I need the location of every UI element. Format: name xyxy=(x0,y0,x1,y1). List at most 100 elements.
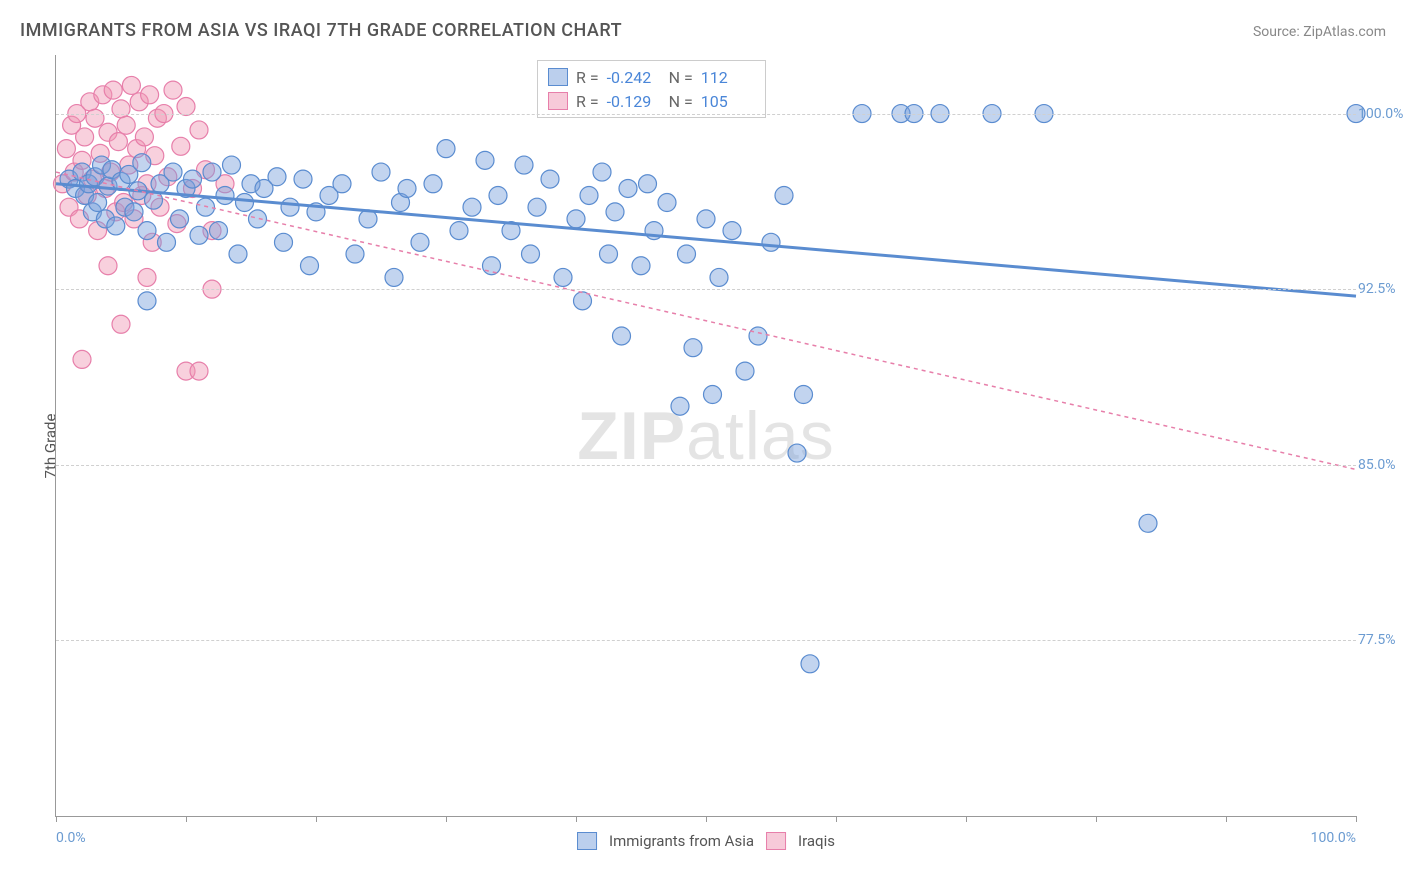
legend-swatch-iraqi-icon xyxy=(766,832,786,850)
scatter-point xyxy=(76,128,94,146)
scatter-point xyxy=(736,362,754,380)
scatter-point xyxy=(275,233,293,251)
scatter-point xyxy=(57,140,75,158)
scatter-point xyxy=(301,257,319,275)
xtick xyxy=(1226,816,1227,822)
source-text: Source: ZipAtlas.com xyxy=(1253,24,1386,40)
scatter-point xyxy=(112,315,130,333)
scatter-point xyxy=(528,198,546,216)
scatter-point xyxy=(138,292,156,310)
scatter-point xyxy=(268,168,286,186)
scatter-point xyxy=(710,268,728,286)
scatter-point xyxy=(122,76,140,94)
scatter-point xyxy=(632,257,650,275)
scatter-point xyxy=(385,268,403,286)
scatter-point xyxy=(749,327,767,345)
scatter-point xyxy=(190,121,208,139)
r-label: R = xyxy=(576,68,599,87)
swatch-iraqi-icon xyxy=(548,92,568,110)
scatter-point xyxy=(281,198,299,216)
scatter-point xyxy=(172,137,190,155)
scatter-point xyxy=(795,386,813,404)
scatter-point xyxy=(515,156,533,174)
scatter-point xyxy=(541,170,559,188)
scatter-point xyxy=(801,655,819,673)
scatter-point xyxy=(437,140,455,158)
gridline-h xyxy=(56,289,1356,290)
legend-row-asia: R = -0.242 N = 112 xyxy=(548,65,755,89)
r-value-iraqi: -0.129 xyxy=(607,92,661,111)
xtick xyxy=(186,816,187,822)
scatter-point xyxy=(197,198,215,216)
scatter-point xyxy=(294,170,312,188)
scatter-point xyxy=(223,156,241,174)
xtick xyxy=(966,816,967,822)
scatter-point xyxy=(346,245,364,263)
scatter-point xyxy=(684,339,702,357)
scatter-point xyxy=(138,222,156,240)
scatter-point xyxy=(216,186,234,204)
scatter-point xyxy=(678,245,696,263)
scatter-point xyxy=(164,163,182,181)
scatter-point xyxy=(522,245,540,263)
scatter-point xyxy=(593,163,611,181)
plot-svg xyxy=(56,55,1356,816)
scatter-point xyxy=(671,397,689,415)
scatter-point xyxy=(398,179,416,197)
scatter-point xyxy=(158,233,176,251)
scatter-point xyxy=(236,194,254,212)
chart-title: IMMIGRANTS FROM ASIA VS IRAQI 7TH GRADE … xyxy=(20,20,622,41)
source-link[interactable]: ZipAtlas.com xyxy=(1303,24,1386,40)
scatter-point xyxy=(141,86,159,104)
scatter-point xyxy=(476,151,494,169)
scatter-point xyxy=(138,268,156,286)
xtick xyxy=(706,816,707,822)
scatter-point xyxy=(567,210,585,228)
n-label-2: N = xyxy=(669,92,693,111)
legend-label-iraqi: Iraqis xyxy=(798,832,835,850)
scatter-point xyxy=(210,222,228,240)
scatter-point xyxy=(639,175,657,193)
scatter-point xyxy=(372,163,390,181)
scatter-point xyxy=(125,203,143,221)
n-value-iraqi: 105 xyxy=(701,92,755,111)
scatter-point xyxy=(117,116,135,134)
xtick xyxy=(836,816,837,822)
gridline-h xyxy=(56,465,1356,466)
scatter-point xyxy=(697,210,715,228)
scatter-point xyxy=(229,245,247,263)
xtick xyxy=(446,816,447,822)
scatter-point xyxy=(73,350,91,368)
legend-label-asia: Immigrants from Asia xyxy=(609,832,754,850)
scatter-point xyxy=(788,444,806,462)
scatter-point xyxy=(658,194,676,212)
scatter-point xyxy=(450,222,468,240)
scatter-point xyxy=(99,257,117,275)
source-label: Source: xyxy=(1253,24,1303,40)
scatter-point xyxy=(600,245,618,263)
plot-area: ZIPatlas R = -0.242 N = 112 R = -0.129 N… xyxy=(55,55,1356,817)
scatter-point xyxy=(190,226,208,244)
ytick-label: 92.5% xyxy=(1358,281,1406,297)
scatter-point xyxy=(184,170,202,188)
scatter-point xyxy=(107,217,125,235)
scatter-point xyxy=(424,175,442,193)
ytick-label: 85.0% xyxy=(1358,457,1406,473)
r-value-asia: -0.242 xyxy=(607,68,661,87)
scatter-point xyxy=(762,233,780,251)
scatter-point xyxy=(171,210,189,228)
gridline-h xyxy=(56,640,1356,641)
title-bar: IMMIGRANTS FROM ASIA VS IRAQI 7TH GRADE … xyxy=(20,20,1386,41)
xtick-label-right: 100.0% xyxy=(1311,830,1356,846)
legend-correlation: R = -0.242 N = 112 R = -0.129 N = 105 xyxy=(537,60,766,118)
scatter-point xyxy=(619,179,637,197)
scatter-point xyxy=(489,186,507,204)
scatter-point xyxy=(333,175,351,193)
gridline-h xyxy=(56,114,1356,115)
scatter-point xyxy=(704,386,722,404)
scatter-point xyxy=(104,81,122,99)
n-value-asia: 112 xyxy=(701,68,755,87)
r-label-2: R = xyxy=(576,92,599,111)
scatter-point xyxy=(86,109,104,127)
scatter-point xyxy=(1139,514,1157,532)
